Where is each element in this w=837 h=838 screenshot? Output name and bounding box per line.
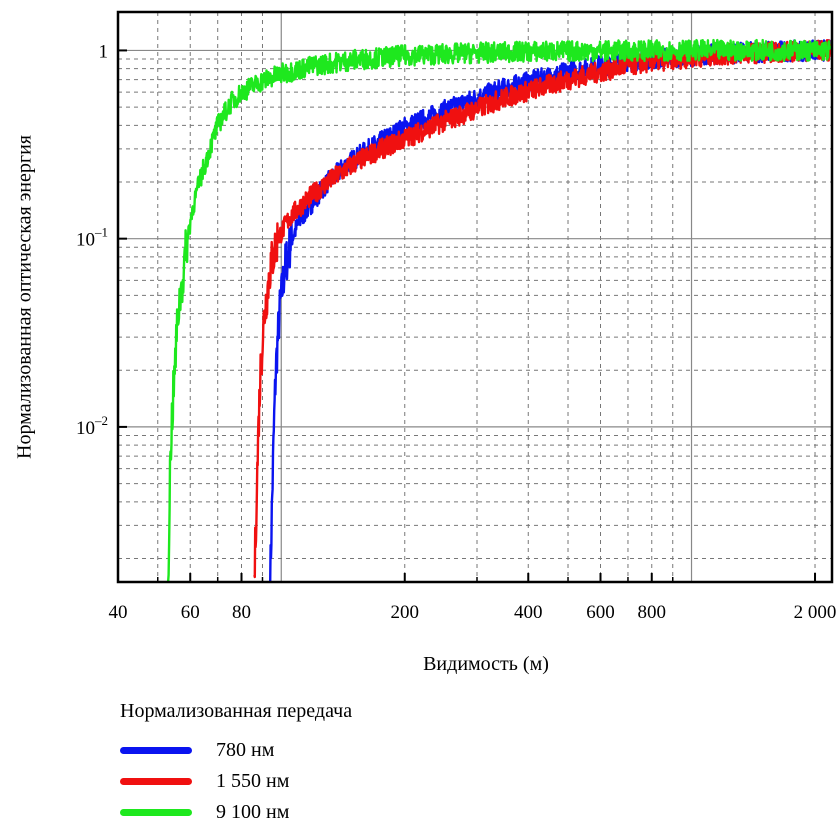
legend-label: 1 550 нм xyxy=(216,770,290,792)
y-tick-exponent: –1 xyxy=(94,225,108,240)
x-tick-label: 400 xyxy=(514,602,543,623)
x-axis-title: Видимость (м) xyxy=(423,653,549,675)
legend-item: 1 550 нм xyxy=(120,766,352,797)
y-tick-base: 10 xyxy=(76,230,95,251)
legend-label: 780 нм xyxy=(216,739,275,761)
x-tick-label: 80 xyxy=(232,602,251,623)
series-line-1 xyxy=(253,39,832,579)
legend-label: 9 100 нм xyxy=(216,801,290,823)
x-tick-label: 2 000 xyxy=(794,602,837,623)
x-tick-label: 60 xyxy=(181,602,200,623)
x-tick-label: 40 xyxy=(109,602,128,623)
legend-swatch xyxy=(120,747,192,754)
series-line-0 xyxy=(269,39,832,583)
y-tick-base: 10 xyxy=(76,418,95,439)
y-tick-label: 10–2 xyxy=(76,413,108,439)
y-axis-title: Нормализованная оптическая энергия xyxy=(14,135,36,459)
series-line-2 xyxy=(166,38,832,583)
plot-frame xyxy=(116,10,834,584)
y-tick-label: 1 xyxy=(99,41,109,62)
x-tick-label: 600 xyxy=(586,602,615,623)
legend-item: 9 100 нм xyxy=(120,797,352,828)
series-layer xyxy=(166,38,832,583)
x-tick-label: 800 xyxy=(638,602,667,623)
legend-items: 780 нм 1 550 нм 9 100 нм xyxy=(120,735,352,828)
legend-swatch xyxy=(120,809,192,816)
legend: Нормализованная передача 780 нм 1 550 нм 9… xyxy=(120,700,352,828)
x-tick-label: 200 xyxy=(391,602,420,623)
y-tick-exponent: –2 xyxy=(94,413,108,428)
legend-title: Нормализованная передача xyxy=(120,700,353,722)
legend-swatch xyxy=(120,778,192,785)
y-tick-label: 10–1 xyxy=(76,225,108,251)
legend-item: 780 нм xyxy=(120,735,352,766)
